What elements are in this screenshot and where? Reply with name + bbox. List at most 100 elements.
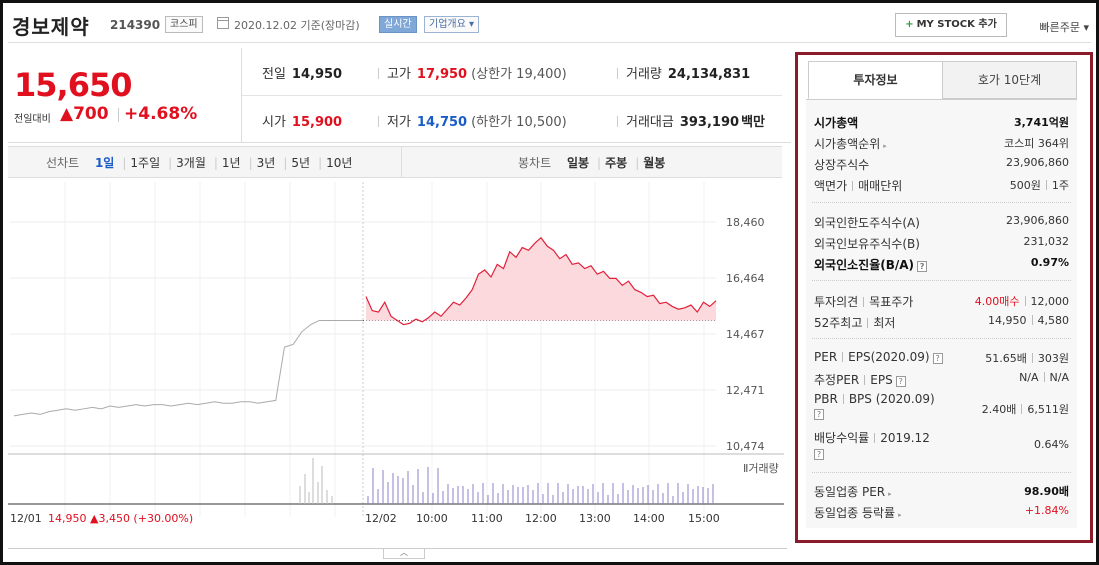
tab-divider: | — [597, 156, 602, 170]
price-block: 15,650 전일대비 ▲700 +4.68% — [8, 48, 242, 142]
period-tab-3[interactable]: 1년 — [221, 156, 241, 170]
market-cap-row: 시가총액 3,741억원 — [814, 114, 1069, 132]
x-tick-label: 11:00 — [471, 512, 503, 525]
foreign-ratio-row: 외국인소진율(B/A)? 0.97% — [814, 256, 1069, 274]
cap-rank-row[interactable]: 시가총액순위 ▸ 코스피 364위 — [814, 135, 1069, 153]
live-badge[interactable]: 실시간 — [379, 16, 417, 33]
foreign-hold-value: 231,032 — [1023, 235, 1070, 248]
market-badge: 코스피 — [165, 16, 203, 33]
panel-tabs: 투자정보 호가 10단계 — [808, 61, 1077, 99]
sector-per-value: 98.90배 — [1024, 485, 1069, 498]
help-icon[interactable]: ? — [814, 449, 824, 460]
low-label: 저가 — [387, 115, 411, 130]
add-mystock-button[interactable]: + MY STOCK 추가 — [895, 13, 1007, 37]
tab-divider: | — [248, 156, 253, 170]
chevron-right-icon: ▸ — [883, 142, 887, 150]
pbr-labels: PBR BPS (2020.09)? — [814, 392, 935, 420]
week52-values: 14,950 4,580 — [988, 314, 1069, 327]
divider — [617, 68, 618, 79]
prev-day-label: 전일대비 — [14, 114, 51, 125]
period-tab-1[interactable]: 1주일 — [130, 156, 161, 170]
y-tick-label: 18,460 — [726, 216, 765, 229]
bps-label: BPS (2020.09) — [848, 392, 935, 406]
chevron-down-icon: ▾ — [469, 19, 475, 30]
low52-label: 최저 — [873, 316, 896, 330]
prev-close-label: 전일 — [262, 67, 286, 82]
section-divider — [812, 280, 1071, 281]
par-label: 액면가 — [814, 179, 848, 193]
lower-limit: (하한가 10,500) — [471, 115, 567, 130]
sector-per-row[interactable]: 동일업종 PER ▸ 98.90배 — [814, 483, 1069, 501]
x-tick-label: 10:00 — [416, 512, 448, 525]
price-line — [365, 236, 717, 326]
est-per-values: N/A N/A — [1019, 371, 1069, 384]
tab-order-book[interactable]: 호가 10단계 — [942, 61, 1077, 99]
stock-name[interactable]: 경보제약 — [12, 15, 90, 39]
week52-labels: 52주최고 최저 — [814, 314, 895, 331]
sector-rate-label-wrap: 동일업종 등락률 ▸ — [814, 504, 902, 521]
tab-divider: | — [213, 156, 218, 170]
foreign-limit-value: 23,906,860 — [1006, 214, 1069, 227]
per-row: PER EPS(2020.09)? 51.65배 303원 — [814, 350, 1069, 368]
high52-label: 52주최고 — [814, 316, 863, 330]
x-tick-label: 12/01 — [10, 512, 42, 525]
panel-body: 시가총액 3,741억원 시가총액순위 ▸ 코스피 364위 상장주식수 23,9… — [806, 99, 1077, 528]
quick-order-button[interactable]: 빠른주문 ▾ — [1039, 19, 1089, 35]
volume-value: 24,134,831 — [667, 67, 751, 82]
period-tab-0[interactable]: 1일 — [94, 156, 115, 170]
target-label: 목표주가 — [869, 295, 914, 309]
chart-tabs: 선차트 1일 | 1주일 | 3개월 | 1년 | 3년 | 5년 | 10년 봉차트 일봉 | 주봉 | 월봉 — [8, 146, 782, 178]
bps-value: 6,511원 — [1027, 403, 1069, 416]
opinion-value: 4.00매수 — [974, 295, 1020, 308]
calendar-icon — [217, 17, 229, 29]
cap-rank-label-wrap: 시가총액순위 ▸ — [814, 135, 887, 152]
sector-rate-row[interactable]: 동일업종 등락률 ▸ +1.84% — [814, 504, 1069, 522]
help-icon[interactable]: ? — [895, 376, 906, 387]
company-info-dropdown[interactable]: 기업개요 ▾ — [424, 16, 480, 33]
line-chart-tabs: 선차트 1일 | 1주일 | 3개월 | 1년 | 3년 | 5년 | 10년 — [46, 154, 356, 171]
candle-tab-1[interactable]: 주봉 — [605, 156, 628, 170]
period-tab-4[interactable]: 3년 — [256, 156, 276, 170]
pbr-label: PBR — [814, 392, 838, 406]
price-change: ▲700 — [60, 104, 109, 124]
sector-rate-label: 동일업종 등락률 — [814, 506, 896, 520]
add-mystock-label: MY STOCK 추가 — [916, 19, 997, 30]
eps-label: EPS(2020.09) — [848, 350, 930, 364]
candle-tab-2[interactable]: 월봉 — [643, 156, 666, 170]
candle-chart-title: 봉차트 — [518, 156, 552, 170]
section-divider — [812, 202, 1071, 203]
tab-investment-info[interactable]: 투자정보 — [808, 61, 943, 99]
shares-label: 상장주식수 — [814, 158, 870, 172]
period-tab-2[interactable]: 3개월 — [176, 156, 206, 170]
divider — [378, 68, 379, 79]
shares-row: 상장주식수 23,906,860 — [814, 156, 1069, 174]
per-values: 51.65배 303원 — [985, 350, 1069, 366]
tab-divider: | — [635, 156, 640, 170]
divider — [378, 116, 379, 127]
divider — [852, 181, 854, 191]
x-tick-label: 12/02 — [365, 512, 397, 525]
divider — [867, 318, 869, 328]
summary-divider — [8, 142, 791, 143]
sector-rate-value-wrap: +1.84% — [1025, 504, 1069, 517]
help-icon[interactable]: ? — [932, 353, 943, 364]
collapse-toggle[interactable]: ︿ — [383, 549, 425, 559]
period-tab-6[interactable]: 10년 — [326, 156, 353, 170]
price-chart-svg: 18,460 16,464 14,467 12,471 10,474 Ⅱ거래량 12/01 1… — [8, 182, 784, 525]
opinion-row: 투자의견 목표주가 4.00매수 12,000 — [814, 293, 1069, 311]
divider — [1031, 315, 1033, 325]
help-icon[interactable]: ? — [814, 409, 824, 420]
price-chart[interactable]: 18,460 16,464 14,467 12,471 10,474 Ⅱ거래량 12/01 1… — [8, 182, 784, 537]
divider — [864, 375, 866, 385]
candle-tab-0[interactable]: 일봉 — [566, 156, 590, 170]
open-cell: 시가 15,900 — [262, 111, 342, 130]
header-divider — [8, 42, 1091, 43]
section-divider — [812, 472, 1071, 473]
divider — [1021, 404, 1023, 414]
par-value: 500원 — [1009, 179, 1041, 192]
period-tab-5[interactable]: 5년 — [291, 156, 311, 170]
help-icon[interactable]: ? — [917, 261, 928, 272]
tab-divider: | — [318, 156, 323, 170]
chevron-right-icon: ▸ — [898, 511, 902, 519]
